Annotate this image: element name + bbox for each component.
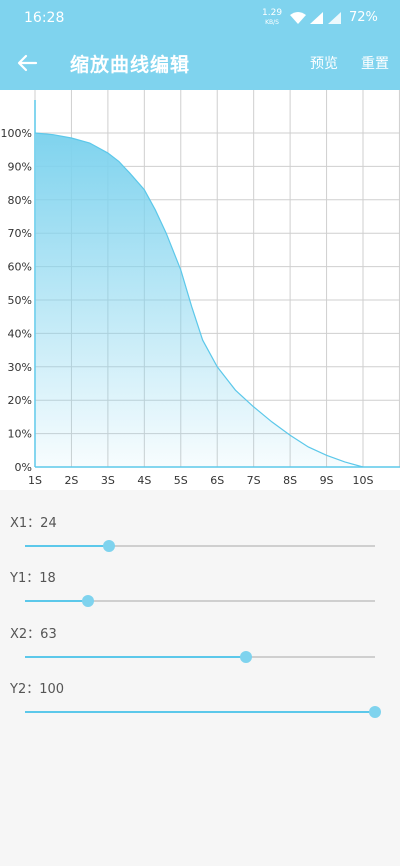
battery-level: 72% (349, 10, 378, 25)
x1-label: X1：24 (10, 516, 57, 531)
y1-slider[interactable] (25, 591, 375, 611)
reset-button[interactable]: 重置 (361, 56, 389, 72)
preview-button[interactable]: 预览 (310, 56, 338, 72)
slider-thumb[interactable] (82, 595, 94, 607)
slider-thumb[interactable] (239, 651, 252, 663)
y1-label: Y1：18 (10, 571, 56, 586)
network-speed: 1.29 KB/S (262, 9, 282, 27)
status-bar: 16:28 1.29 KB/S 72% (0, 0, 400, 36)
y-tick-label: 60% (8, 261, 32, 274)
back-arrow-icon[interactable] (16, 52, 38, 74)
page-title: 缩放曲线编辑 (70, 54, 191, 76)
x2-slider[interactable] (25, 647, 375, 667)
x1-slider[interactable] (25, 536, 375, 556)
network-speed-unit: KB/S (265, 19, 279, 26)
x-tick-label: 3S (101, 474, 115, 487)
toolbar: 缩放曲线编辑 预览 重置 (0, 36, 400, 90)
y2-slider[interactable] (25, 702, 381, 722)
slider-thumb[interactable] (369, 706, 381, 718)
slider-fill (25, 545, 109, 547)
network-speed-value: 1.29 (262, 8, 283, 18)
slider-fill (25, 711, 375, 713)
slider-fill (25, 600, 88, 602)
x-tick-label: 8S (283, 474, 297, 487)
curve-chart[interactable]: 0% 10% 20% 30% 40% 50% 60% 70% 80% 90% 100% 1S 2S 3S 4… (0, 90, 400, 490)
y-tick-label: 90% (8, 160, 32, 173)
slider-thumb[interactable] (103, 540, 115, 552)
y-tick-label: 30% (8, 361, 32, 374)
parameter-panel: X1：24 Y1：18 X2：63 Y2：100 (0, 490, 400, 866)
slider-fill (25, 656, 246, 658)
y-tick-label: 40% (8, 327, 32, 340)
y-tick-label: 80% (8, 194, 32, 207)
status-time: 16:28 (24, 10, 65, 26)
y2-label: Y2：100 (10, 682, 65, 697)
x-tick-label: 5S (174, 474, 188, 487)
x-tick-label: 6S (210, 474, 224, 487)
y-tick-label: 100% (1, 127, 32, 140)
x2-label: X2：63 (10, 627, 57, 642)
signal-icons (290, 12, 341, 24)
y-tick-label: 10% (8, 428, 32, 441)
x-tick-label: 4S (137, 474, 151, 487)
signal-icon (310, 12, 323, 24)
y-tick-label: 50% (8, 294, 32, 307)
app-header: 16:28 1.29 KB/S 72% 缩放曲线编辑 预览 重置 (0, 0, 400, 90)
x-tick-label: 10S (353, 474, 374, 487)
signal-icon-2 (328, 12, 341, 24)
x-tick-label: 7S (247, 474, 261, 487)
y-tick-label: 0% (15, 461, 32, 474)
curve-line (34, 132, 364, 468)
curve-area (35, 133, 363, 467)
slider-track (25, 545, 375, 547)
curve-chart-svg: 0% 10% 20% 30% 40% 50% 60% 70% 80% 90% 100% 1S 2S 3S 4… (1, 90, 400, 487)
wifi-icon (290, 12, 306, 24)
y-tick-label: 70% (8, 227, 32, 240)
slider-track (25, 600, 375, 602)
x-tick-label: 9S (320, 474, 334, 487)
x-tick-label: 2S (64, 474, 78, 487)
x-tick-label: 1S (28, 474, 42, 487)
y-tick-label: 20% (8, 394, 32, 407)
